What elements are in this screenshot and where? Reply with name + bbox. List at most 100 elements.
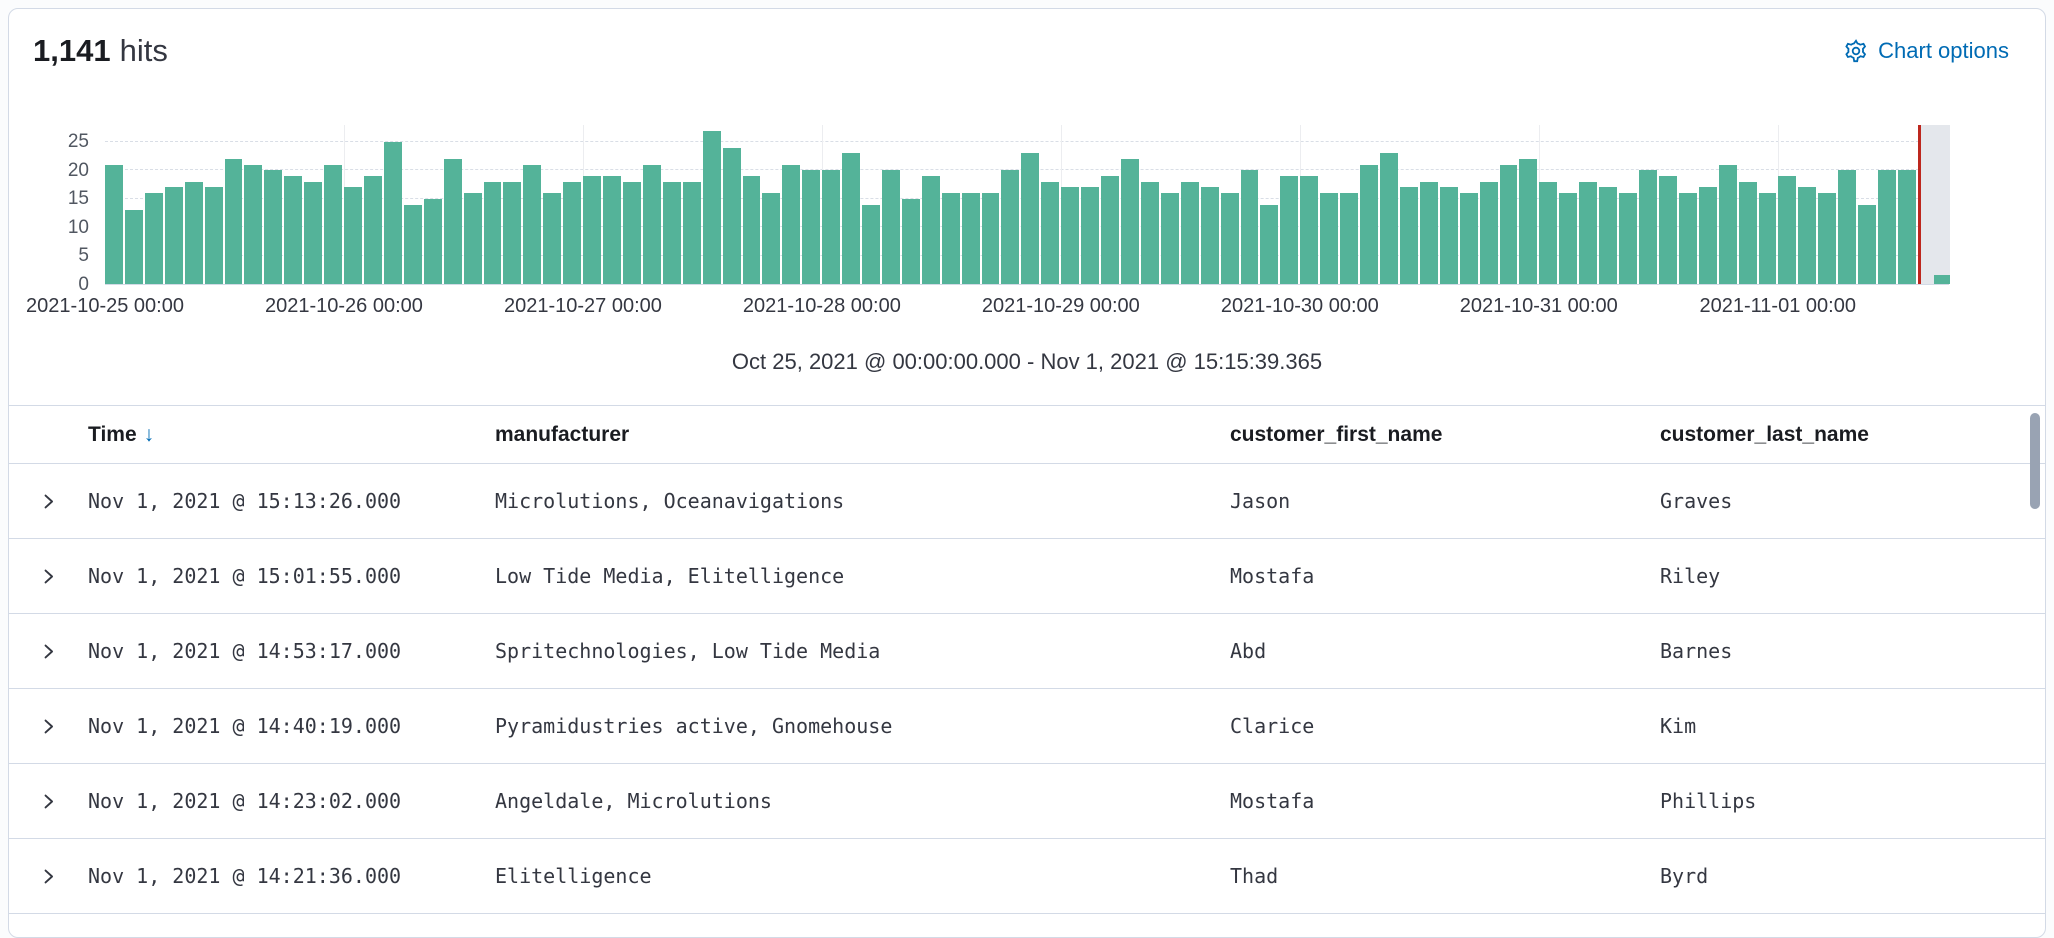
histogram-bar[interactable] — [124, 210, 143, 284]
histogram-bar[interactable] — [523, 164, 542, 284]
histogram-bar[interactable] — [1897, 170, 1916, 284]
histogram-bar[interactable] — [802, 170, 821, 284]
histogram-bar[interactable] — [1439, 187, 1458, 284]
histogram-bar[interactable] — [1061, 187, 1080, 284]
histogram-bar[interactable] — [1200, 187, 1219, 284]
column-header-customer-first-name[interactable]: customer_first_name — [1230, 422, 1443, 446]
histogram-bar[interactable] — [1798, 187, 1817, 284]
histogram-bar[interactable] — [1360, 164, 1378, 284]
histogram-bar[interactable] — [1399, 187, 1418, 284]
histogram-bar[interactable] — [1599, 187, 1618, 284]
histogram-bar[interactable] — [1638, 170, 1657, 284]
histogram-bar[interactable] — [1678, 193, 1697, 284]
histogram-bar[interactable] — [383, 142, 402, 284]
histogram-bar[interactable] — [423, 198, 442, 284]
column-header-customer-last-name[interactable]: customer_last_name — [1660, 422, 1869, 446]
histogram-bar[interactable] — [742, 176, 761, 284]
histogram-bar[interactable] — [1041, 181, 1060, 284]
histogram-bar[interactable] — [662, 181, 681, 284]
partial-bucket-bar[interactable] — [1933, 275, 1950, 284]
histogram-bar[interactable] — [1738, 181, 1757, 284]
histogram-bar[interactable] — [862, 204, 880, 284]
histogram-bar[interactable] — [1619, 193, 1637, 284]
histogram-bar[interactable] — [603, 176, 621, 284]
histogram-bar[interactable] — [842, 153, 861, 284]
histogram-bar[interactable] — [1220, 193, 1239, 284]
histogram-bar[interactable] — [1698, 187, 1717, 284]
histogram-bar[interactable] — [1778, 176, 1797, 284]
histogram-bar[interactable] — [563, 181, 582, 284]
histogram-bar[interactable] — [1101, 176, 1120, 284]
histogram-bar[interactable] — [1081, 187, 1100, 284]
histogram-bar[interactable] — [503, 181, 522, 284]
histogram-bar[interactable] — [1878, 170, 1896, 284]
histogram-bar[interactable] — [583, 176, 602, 284]
histogram-bar[interactable] — [1280, 176, 1299, 284]
expand-row-button[interactable] — [31, 634, 65, 668]
column-header-manufacturer[interactable]: manufacturer — [495, 422, 630, 446]
histogram-bar[interactable] — [204, 187, 223, 284]
histogram-bar[interactable] — [344, 187, 362, 284]
histogram-bar[interactable] — [244, 164, 263, 284]
expand-row-button[interactable] — [31, 559, 65, 593]
histogram-bar[interactable] — [1380, 153, 1398, 284]
histogram-bar[interactable] — [642, 164, 661, 284]
histogram-bar[interactable] — [702, 130, 721, 284]
sort-desc-icon[interactable]: ↓ — [143, 422, 155, 446]
histogram-bar[interactable] — [264, 170, 283, 284]
histogram-bar[interactable] — [1260, 204, 1279, 284]
histogram-bar[interactable] — [941, 193, 960, 284]
histogram-bar[interactable] — [682, 181, 701, 284]
histogram-bar[interactable] — [722, 147, 741, 284]
histogram-bar[interactable] — [463, 193, 482, 284]
histogram-bar[interactable] — [105, 164, 123, 284]
histogram-bar[interactable] — [1180, 181, 1199, 284]
histogram-bar[interactable] — [1519, 159, 1538, 284]
histogram-bar[interactable] — [1001, 170, 1020, 284]
histogram-bar[interactable] — [1658, 176, 1677, 284]
histogram-bar[interactable] — [1479, 181, 1498, 284]
histogram-bar[interactable] — [1718, 164, 1737, 284]
expand-row-button[interactable] — [31, 784, 65, 818]
histogram-bar[interactable] — [961, 193, 980, 284]
histogram-bar[interactable] — [762, 193, 781, 284]
histogram-bar[interactable] — [1320, 193, 1339, 284]
histogram-bar[interactable] — [1121, 159, 1139, 284]
histogram-bar[interactable] — [981, 193, 1000, 284]
histogram-bar[interactable] — [144, 193, 163, 284]
histogram-bar[interactable] — [1459, 193, 1478, 284]
histogram-bar[interactable] — [284, 176, 303, 284]
histogram-bar[interactable] — [901, 198, 920, 284]
histogram-bar[interactable] — [1579, 181, 1598, 284]
histogram-bar[interactable] — [1499, 164, 1518, 284]
expand-row-button[interactable] — [31, 859, 65, 893]
histogram-bar[interactable] — [1758, 193, 1777, 284]
histogram-bar[interactable] — [324, 164, 343, 284]
histogram-bar[interactable] — [1240, 170, 1259, 284]
histogram-bar[interactable] — [1300, 176, 1319, 284]
table-scrollbar-thumb[interactable] — [2030, 413, 2040, 509]
histogram-bar[interactable] — [443, 159, 462, 284]
histogram-bar[interactable] — [403, 204, 422, 284]
histogram-bar[interactable] — [1160, 193, 1179, 284]
histogram-bar[interactable] — [881, 170, 900, 284]
histogram-bar[interactable] — [822, 170, 841, 284]
chart-options-button[interactable]: Chart options — [1838, 37, 2015, 65]
column-header-time[interactable]: Time ↓ — [88, 422, 155, 446]
expand-row-button[interactable] — [31, 709, 65, 743]
histogram-bar[interactable] — [184, 181, 203, 284]
histogram-bar[interactable] — [543, 193, 562, 284]
histogram-bar[interactable] — [304, 181, 323, 284]
expand-row-button[interactable] — [31, 484, 65, 518]
histogram-bar[interactable] — [782, 164, 801, 284]
histogram-bar[interactable] — [622, 181, 641, 284]
histogram-bar[interactable] — [1838, 170, 1857, 284]
histogram-bar[interactable] — [164, 187, 183, 284]
histogram-bar[interactable] — [1539, 181, 1558, 284]
histogram-bar[interactable] — [1818, 193, 1837, 284]
histogram-bar[interactable] — [1858, 204, 1877, 284]
histogram-bar[interactable] — [921, 176, 940, 284]
histogram-bar[interactable] — [1419, 181, 1438, 284]
histogram-bar[interactable] — [224, 159, 243, 284]
histogram-bar[interactable] — [1559, 193, 1578, 284]
